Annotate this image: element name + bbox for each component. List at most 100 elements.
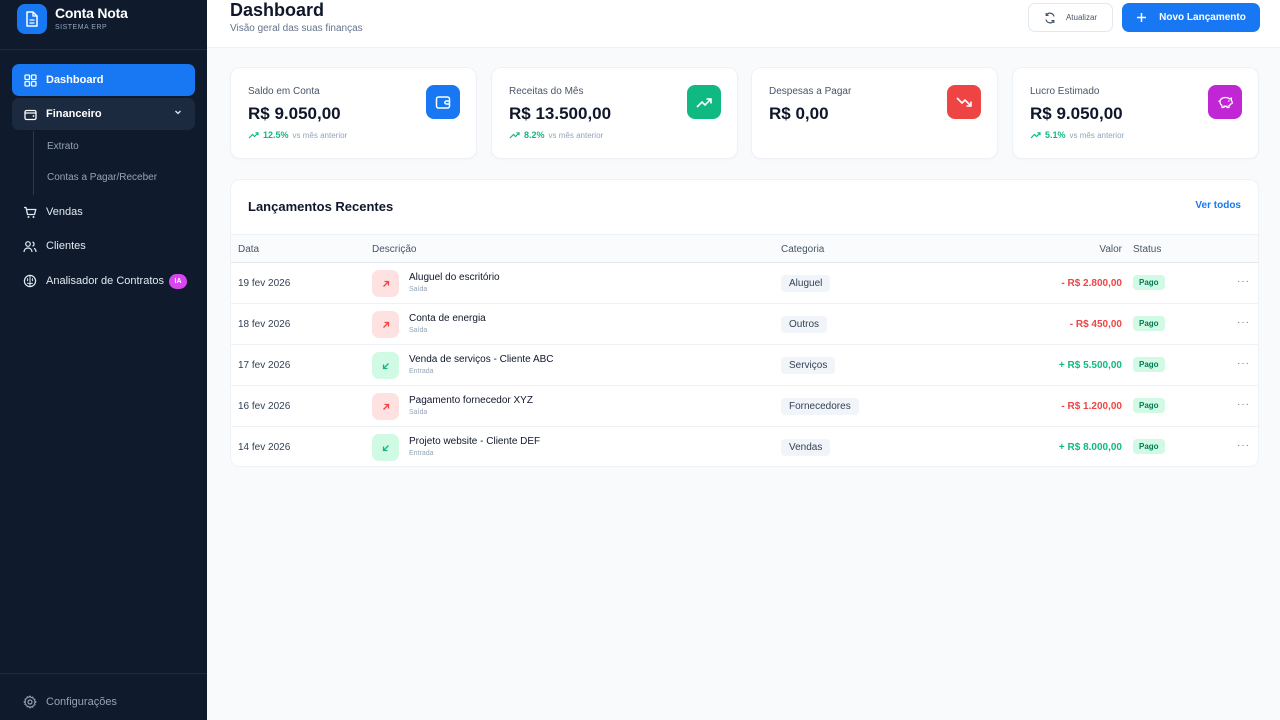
chevron-down-icon [173,107,183,120]
row-type: Saída [409,286,428,293]
row-date: 19 fev 2026 [238,278,291,289]
trend-value: 12.5% [263,130,289,140]
row-value: + R$ 5.500,00 [1058,360,1122,371]
row-value: + R$ 8.000,00 [1058,442,1122,453]
new-entry-button[interactable]: Novo Lançamento [1122,3,1260,32]
category-badge: Fornecedores [781,398,859,415]
arrow-down-left-icon [372,434,399,461]
recent-transactions-panel: Lançamentos Recentes Ver todos Data Desc… [230,179,1259,467]
more-options-icon[interactable]: ··· [1237,276,1250,287]
row-value: - R$ 2.800,00 [1061,278,1122,289]
trend-up-icon [1030,131,1041,139]
card-value: R$ 0,00 [769,104,829,123]
sidebar-item-label: Clientes [46,240,86,252]
card-label: Saldo em Conta [248,86,320,97]
row-description: Projeto website - Cliente DEF [409,436,541,447]
row-type: Entrada [409,368,434,375]
panel-title: Lançamentos Recentes [248,199,394,214]
row-value: - R$ 1.200,00 [1061,401,1122,412]
top-header: Dashboard Visão geral das suas finanças … [207,0,1280,48]
trending-up-icon [687,85,721,119]
sidebar-subitem-contas[interactable]: Contas a Pagar/Receber [47,172,158,183]
plus-icon [1136,12,1147,23]
column-header-date: Data [238,244,260,255]
gear-icon [23,695,37,709]
brain-icon [23,274,37,288]
row-date: 14 fev 2026 [238,442,291,453]
more-options-icon[interactable]: ··· [1237,317,1250,328]
row-description: Aluguel do escritório [409,272,500,283]
sidebar-item-dashboard[interactable]: Dashboard [12,64,195,96]
trend-value: 5.1% [1045,130,1066,140]
sidebar-item-vendas[interactable]: Vendas [12,196,195,228]
more-options-icon[interactable]: ··· [1237,358,1250,369]
sidebar-footer: Configurações [0,673,207,720]
refresh-label: Atualizar [1065,13,1098,22]
piggy-bank-icon [1208,85,1242,119]
sidebar-item-clientes[interactable]: Clientes [12,230,195,262]
row-date: 17 fev 2026 [238,360,291,371]
row-value: - R$ 450,00 [1069,319,1122,330]
page-title: Dashboard [230,0,325,20]
sidebar-subitem-extrato[interactable]: Extrato [47,141,79,152]
column-header-value: Valor [1099,244,1122,255]
brand-subtitle: SISTEMA ERP [55,24,108,31]
card-label: Receitas do Mês [509,86,584,97]
category-badge: Vendas [781,439,831,456]
refresh-button[interactable]: Atualizar [1028,3,1113,32]
sidebar-item-label: Dashboard [46,74,104,86]
view-all-link[interactable]: Ver todos [1195,200,1241,211]
row-type: Saída [409,409,428,416]
status-badge: Pago [1133,398,1165,413]
table-row[interactable]: 14 fev 2026 Projeto website - Cliente DEF… [231,427,1258,466]
stat-card-despesas: Despesas a Pagar R$ 0,00 [751,67,998,159]
card-trend: 5.1% vs mês anterior [1030,130,1124,140]
table-row[interactable]: 19 fev 2026 Aluguel do escritório Saída Alu… [231,263,1258,304]
arrow-down-left-icon [372,352,399,379]
sidebar-item-analisador[interactable]: Analisador de Contratos IA [12,265,195,297]
trend-value: 8.2% [524,130,545,140]
document-icon [17,4,47,34]
sidebar-item-label: Analisador de Contratos [46,275,165,287]
card-value: R$ 9.050,00 [1030,104,1123,123]
wallet-icon [23,107,37,121]
row-date: 16 fev 2026 [238,401,291,412]
more-options-icon[interactable]: ··· [1237,440,1250,451]
table-row[interactable]: 16 fev 2026 Pagamento fornecedor XYZ Saída… [231,386,1258,427]
status-badge: Pago [1133,275,1165,290]
settings-link[interactable]: Configurações [23,695,117,709]
column-header-status: Status [1133,244,1162,255]
page-subtitle: Visão geral das suas finanças [230,23,363,34]
grid-icon [23,73,37,87]
arrow-up-right-icon [372,393,399,420]
trend-note: vs mês anterior [548,130,604,140]
card-value: R$ 9.050,00 [248,104,341,123]
settings-label: Configurações [46,696,117,708]
refresh-icon [1044,12,1056,24]
row-type: Entrada [409,450,434,457]
ia-badge: IA [169,273,188,289]
users-icon [23,239,37,253]
cart-icon [23,205,37,219]
sidebar-item-financeiro[interactable]: Financeiro [12,98,195,130]
category-badge: Aluguel [781,275,831,292]
arrow-up-right-icon [372,270,399,297]
stat-card-lucro: Lucro Estimado R$ 9.050,00 5.1% vs mês a… [1012,67,1259,159]
table-row[interactable]: 17 fev 2026 Venda de serviços - Cliente A… [231,345,1258,386]
column-header-category: Categoria [781,244,825,255]
table-row[interactable]: 18 fev 2026 Conta de energia Saída Outros - … [231,304,1258,345]
column-header-description: Descrição [372,244,417,255]
trend-note: vs mês anterior [292,130,348,140]
trend-up-icon [248,131,259,139]
submenu-line [33,131,34,195]
sidebar: Conta Nota SISTEMA ERP Dashboard Finance… [0,0,207,720]
new-entry-label: Novo Lançamento [1159,12,1246,23]
more-options-icon[interactable]: ··· [1237,399,1250,410]
status-badge: Pago [1133,316,1165,331]
stat-card-receitas: Receitas do Mês R$ 13.500,00 8.2% vs mês… [491,67,738,159]
arrow-up-right-icon [372,311,399,338]
status-badge: Pago [1133,439,1165,454]
stat-card-saldo: Saldo em Conta R$ 9.050,00 12.5% vs mês … [230,67,477,159]
row-description: Venda de serviços - Cliente ABC [409,354,554,365]
trending-down-icon [947,85,981,119]
